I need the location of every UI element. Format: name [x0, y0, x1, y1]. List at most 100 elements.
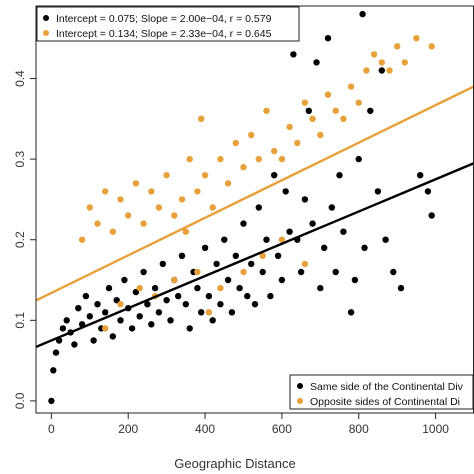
point-same-side-0 — [48, 397, 55, 405]
point-same-side-74 — [328, 204, 335, 211]
point-opposite-sides-5 — [117, 196, 124, 203]
point-opposite-sides-37 — [347, 83, 355, 90]
group-legend-box — [289, 374, 474, 410]
point-same-side-46 — [221, 236, 228, 243]
point-same-side-34 — [175, 292, 182, 300]
point-same-side-61 — [278, 276, 286, 284]
point-opposite-sides-12 — [171, 212, 178, 219]
point-opposite-sides-25 — [255, 155, 262, 163]
point-opposite-sides-42 — [386, 67, 393, 74]
point-same-side-52 — [244, 292, 251, 300]
point-same-side-56 — [259, 268, 266, 276]
fit-legend-marker-same-side — [43, 15, 49, 21]
point-same-side-62 — [282, 188, 289, 195]
point-same-side-87 — [390, 268, 397, 276]
point-same-side-4 — [59, 325, 67, 332]
point-opposite-sides-20 — [217, 155, 224, 163]
point-same-side-1 — [50, 367, 57, 374]
point-same-side-45 — [217, 301, 224, 308]
point-opposite-sides-34 — [324, 91, 332, 98]
point-opposite-sides-43 — [394, 43, 401, 50]
point-opposite-sides-22 — [232, 139, 239, 147]
y-tick-label-0.4: 0.4 — [13, 70, 27, 87]
point-same-side-31 — [163, 297, 170, 304]
point-same-side-72 — [321, 244, 328, 251]
group-legend-label-same-side: Same side of the Continental Div — [310, 381, 464, 393]
point-same-side-63 — [286, 228, 293, 235]
x-tick-label-1000: 1000 — [422, 422, 449, 436]
point-same-side-44 — [213, 260, 220, 268]
point-same-side-51 — [240, 220, 247, 227]
x-tick-label-800: 800 — [349, 422, 369, 436]
point-opposite-sides-21 — [224, 180, 232, 187]
fit-legend: Intercept = 0.075; Slope = 2.00e−04, r =… — [36, 6, 300, 42]
point-opposite-sides-52 — [194, 268, 201, 276]
group-legend-marker-same-side — [297, 383, 303, 389]
point-opposite-sides-55 — [240, 268, 247, 276]
points-layer — [48, 10, 435, 405]
point-same-side-73 — [324, 35, 332, 42]
point-same-side-13 — [94, 301, 101, 308]
x-tick-label-0: 0 — [48, 422, 55, 436]
point-same-side-30 — [159, 260, 166, 268]
fit-line-same-side — [36, 162, 474, 349]
point-opposite-sides-39 — [363, 67, 370, 74]
point-opposite-sides-46 — [428, 43, 435, 50]
point-same-side-71 — [317, 284, 324, 292]
point-opposite-sides-14 — [182, 228, 189, 235]
point-opposite-sides-38 — [355, 99, 362, 106]
point-same-side-20 — [121, 276, 128, 284]
point-same-side-17 — [109, 333, 117, 340]
y-axis: 0.0 0.1 0.2 0.3 0.4 — [13, 70, 36, 409]
point-opposite-sides-32 — [309, 115, 316, 123]
point-same-side-54 — [251, 301, 259, 308]
x-axis: 0 200 400 600 800 1000 — [48, 413, 449, 436]
point-same-side-83 — [367, 107, 374, 115]
fit-legend-marker-opposite-sides — [43, 30, 49, 36]
point-opposite-sides-54 — [217, 284, 224, 292]
point-opposite-sides-24 — [248, 131, 255, 139]
point-same-side-68 — [305, 107, 312, 115]
point-opposite-sides-57 — [278, 236, 286, 243]
point-opposite-sides-17 — [198, 115, 205, 123]
point-same-side-85 — [378, 67, 385, 74]
point-same-side-41 — [201, 244, 209, 251]
point-same-side-91 — [428, 212, 435, 219]
point-same-side-53 — [248, 260, 255, 268]
fit-legend-label-same-side: Intercept = 0.075; Slope = 2.00e−04, r =… — [56, 13, 272, 25]
point-same-side-88 — [397, 284, 405, 292]
point-same-side-27 — [148, 321, 155, 328]
point-same-side-35 — [178, 252, 186, 259]
y-tick-label-0.3: 0.3 — [13, 150, 27, 167]
point-opposite-sides-11 — [163, 172, 170, 179]
point-opposite-sides-58 — [301, 260, 309, 268]
point-same-side-36 — [182, 301, 189, 308]
point-same-side-69 — [309, 220, 316, 227]
point-opposite-sides-16 — [194, 188, 201, 195]
point-same-side-2 — [52, 349, 60, 356]
point-same-side-18 — [113, 297, 120, 304]
y-tick-label-0.2: 0.2 — [13, 231, 27, 248]
point-opposite-sides-45 — [413, 35, 420, 42]
point-opposite-sides-36 — [340, 115, 347, 123]
point-opposite-sides-29 — [286, 123, 293, 131]
point-opposite-sides-4 — [109, 228, 117, 235]
point-same-side-26 — [144, 301, 151, 308]
point-same-side-28 — [151, 284, 159, 292]
point-same-side-16 — [105, 284, 113, 292]
fit-lines-layer — [36, 85, 474, 349]
point-opposite-sides-0 — [78, 236, 86, 243]
point-same-side-60 — [274, 252, 282, 259]
point-same-side-86 — [382, 236, 389, 243]
point-same-side-37 — [186, 325, 193, 332]
point-same-side-49 — [232, 252, 239, 259]
point-same-side-80 — [355, 155, 362, 163]
point-opposite-sides-15 — [186, 155, 193, 163]
point-same-side-24 — [136, 313, 143, 320]
point-opposite-sides-40 — [370, 51, 378, 58]
point-same-side-78 — [347, 309, 355, 316]
point-same-side-15 — [102, 309, 109, 316]
point-opposite-sides-31 — [301, 99, 309, 106]
point-same-side-32 — [167, 317, 174, 324]
